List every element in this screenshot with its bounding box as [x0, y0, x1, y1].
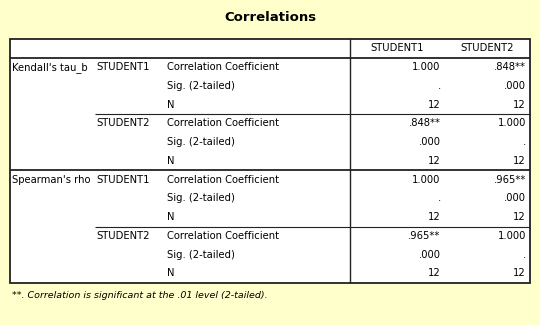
- Text: STUDENT2: STUDENT2: [97, 118, 150, 128]
- Text: Sig. (2-tailed): Sig. (2-tailed): [167, 137, 235, 147]
- Text: .000: .000: [418, 137, 441, 147]
- Text: 1.000: 1.000: [497, 231, 526, 241]
- Text: .000: .000: [418, 250, 441, 260]
- Text: .848**: .848**: [409, 118, 441, 128]
- Text: Sig. (2-tailed): Sig. (2-tailed): [167, 81, 235, 91]
- Text: .: .: [437, 81, 441, 91]
- Text: 12: 12: [428, 100, 441, 110]
- Text: Correlation Coefficient: Correlation Coefficient: [167, 62, 279, 72]
- Text: **. Correlation is significant at the .01 level (2-tailed).: **. Correlation is significant at the .0…: [12, 291, 268, 300]
- Text: .: .: [523, 250, 526, 260]
- Text: 12: 12: [428, 268, 441, 279]
- Text: N: N: [167, 156, 174, 166]
- Text: 12: 12: [428, 212, 441, 222]
- Text: STUDENT1: STUDENT1: [97, 62, 150, 72]
- Text: 12: 12: [428, 156, 441, 166]
- Text: 12: 12: [513, 100, 526, 110]
- Text: Correlation Coefficient: Correlation Coefficient: [167, 175, 279, 185]
- Text: 12: 12: [513, 268, 526, 279]
- Text: 1.000: 1.000: [497, 118, 526, 128]
- Text: .848**: .848**: [494, 62, 526, 72]
- Text: .965**: .965**: [494, 175, 526, 185]
- Text: 1.000: 1.000: [412, 62, 441, 72]
- Text: N: N: [167, 212, 174, 222]
- Text: Sig. (2-tailed): Sig. (2-tailed): [167, 193, 235, 203]
- Text: Spearman's rho: Spearman's rho: [12, 175, 90, 185]
- Text: N: N: [167, 268, 174, 279]
- Text: Correlations: Correlations: [224, 11, 316, 24]
- Text: .: .: [437, 193, 441, 203]
- Text: STUDENT2: STUDENT2: [461, 43, 515, 53]
- Text: 12: 12: [513, 212, 526, 222]
- Text: Sig. (2-tailed): Sig. (2-tailed): [167, 250, 235, 260]
- Text: Correlation Coefficient: Correlation Coefficient: [167, 231, 279, 241]
- Text: 1.000: 1.000: [412, 175, 441, 185]
- Text: STUDENT1: STUDENT1: [370, 43, 424, 53]
- Text: .965**: .965**: [408, 231, 441, 241]
- Text: .000: .000: [504, 193, 526, 203]
- Text: STUDENT1: STUDENT1: [97, 175, 150, 185]
- Text: Kendall's tau_b: Kendall's tau_b: [12, 62, 87, 72]
- Text: Correlation Coefficient: Correlation Coefficient: [167, 118, 279, 128]
- FancyBboxPatch shape: [10, 39, 530, 283]
- Text: N: N: [167, 100, 174, 110]
- Text: .000: .000: [504, 81, 526, 91]
- Text: .: .: [523, 137, 526, 147]
- Text: STUDENT2: STUDENT2: [97, 231, 150, 241]
- Text: 12: 12: [513, 156, 526, 166]
